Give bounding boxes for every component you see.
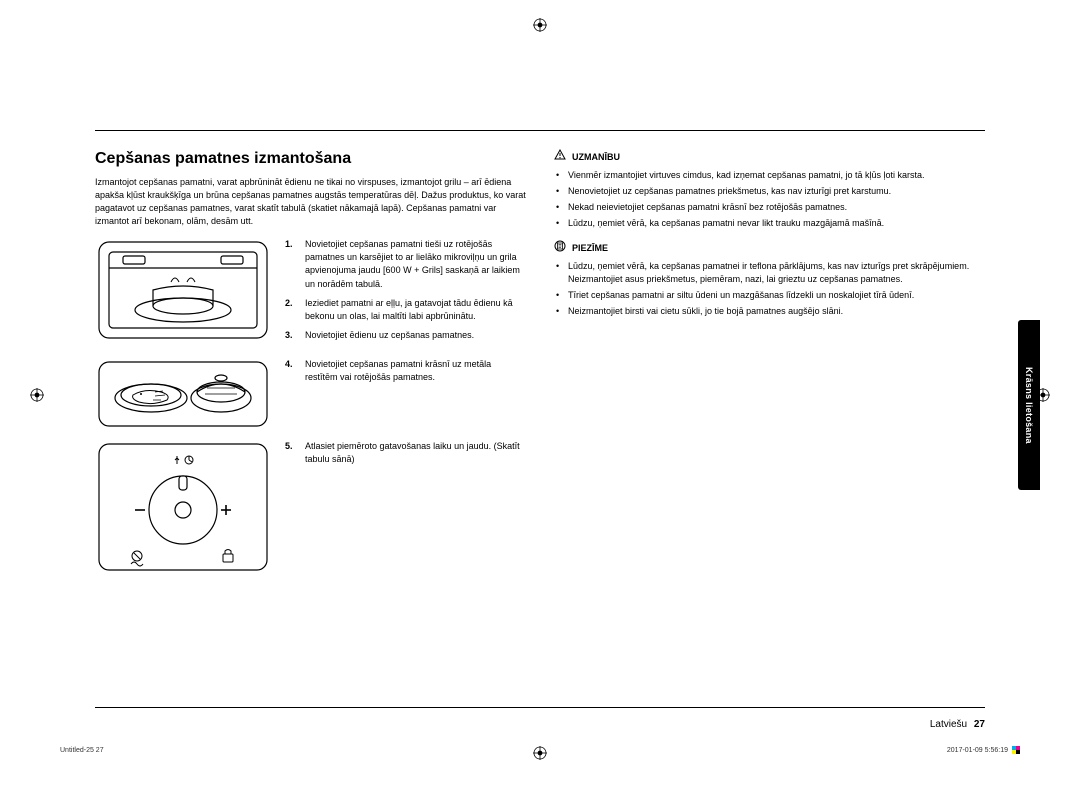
caution-list: Vienmēr izmantojiet virtuves cimdus, kad… — [554, 169, 985, 230]
warning-icon — [554, 149, 566, 165]
note-heading: PIEZĪME — [554, 240, 985, 256]
content-area: Cepšanas pamatnes izmantošana Izmantojot… — [95, 130, 985, 700]
meta-filename: Untitled-25 27 — [60, 747, 104, 754]
footer-language: Latviešu 27 — [930, 719, 985, 730]
regmark-left — [30, 388, 44, 402]
print-mark-icon — [1012, 746, 1020, 754]
caution-item: Lūdzu, ņemiet vērā, ka cepšanas pamatni … — [554, 217, 985, 230]
figure-plates — [95, 358, 271, 430]
side-tab: Krāsns lietošana — [1018, 320, 1040, 490]
note-item: Neizmantojiet birsti vai cietu sūkli, jo… — [554, 305, 985, 318]
page-number: 27 — [974, 719, 985, 730]
note-item: Lūdzu, ņemiet vērā, ka cepšanas pamatnei… — [554, 260, 985, 286]
step-4: 4.Novietojiet cepšanas pamatni krāsnī uz… — [285, 358, 526, 384]
step-3: 3.Novietojiet ēdienu uz cepšanas pamatne… — [285, 329, 526, 342]
bottom-rule — [95, 707, 985, 708]
note-icon — [554, 240, 566, 256]
side-tab-label: Krāsns lietošana — [1024, 367, 1034, 444]
caution-item: Nekad neievietojiet cepšanas pamatni krā… — [554, 201, 985, 214]
step-5: 5.Atlasiet piemēroto gatavošanas laiku u… — [285, 440, 526, 466]
caution-item: Vienmēr izmantojiet virtuves cimdus, kad… — [554, 169, 985, 182]
intro-text: Izmantojot cepšanas pamatni, varat apbrū… — [95, 176, 526, 228]
figure-microwave — [95, 238, 271, 347]
step-2: 2.Ieziediet pamatni ar eļļu, ja gatavoja… — [285, 297, 526, 323]
caution-label: UZMANĪBU — [572, 151, 620, 164]
note-list: Lūdzu, ņemiet vērā, ka cepšanas pamatnei… — [554, 260, 985, 318]
language-label: Latviešu — [930, 719, 967, 730]
caution-item: Nenovietojiet uz cepšanas pamatnes priek… — [554, 185, 985, 198]
left-column: Cepšanas pamatnes izmantošana Izmantojot… — [95, 147, 526, 584]
regmark-bottom — [533, 746, 547, 760]
meta-timestamp: 2017-01-09 5:56:19 — [947, 746, 1020, 754]
note-item: Tīriet cepšanas pamatni ar siltu ūdeni u… — [554, 289, 985, 302]
top-rule — [95, 130, 985, 131]
step-1: 1.Novietojiet cepšanas pamatni tieši uz … — [285, 238, 526, 290]
figure-control-panel — [95, 440, 271, 574]
section-title: Cepšanas pamatnes izmantošana — [95, 147, 526, 170]
right-column: UZMANĪBU Vienmēr izmantojiet virtuves ci… — [554, 147, 985, 584]
caution-heading: UZMANĪBU — [554, 149, 985, 165]
regmark-top — [533, 18, 547, 32]
note-label: PIEZĪME — [572, 242, 608, 255]
